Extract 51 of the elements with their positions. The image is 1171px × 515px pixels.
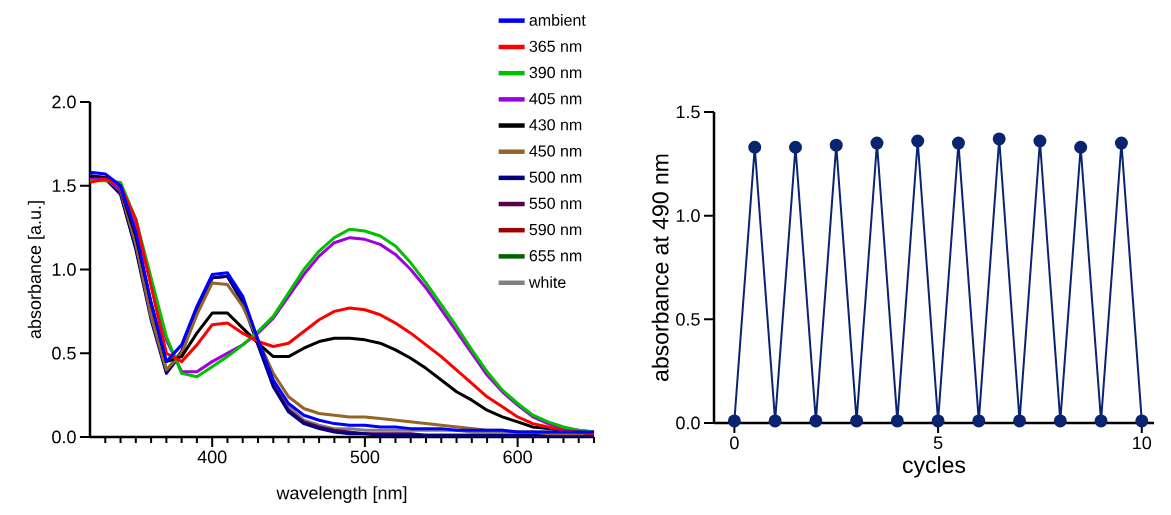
y-tick-label: 1.5 bbox=[676, 105, 700, 119]
x-tick-label: 500 bbox=[350, 450, 380, 464]
legend-label: 365 nm bbox=[529, 40, 582, 52]
point bbox=[1094, 414, 1108, 428]
point bbox=[809, 414, 823, 428]
point bbox=[748, 140, 762, 154]
point bbox=[1135, 414, 1149, 428]
point bbox=[870, 136, 884, 150]
point bbox=[992, 132, 1006, 146]
point bbox=[1053, 414, 1067, 428]
y-tick-label: 0.5 bbox=[676, 312, 700, 326]
y-tick-label: 0.0 bbox=[676, 416, 700, 430]
point bbox=[727, 414, 741, 428]
legend-label: 550 nm bbox=[529, 197, 582, 210]
legend-label: white bbox=[528, 276, 566, 288]
y-tick-label: 2.0 bbox=[52, 95, 76, 109]
legend-label: 450 nm bbox=[529, 145, 582, 157]
point bbox=[972, 414, 986, 428]
x-tick-label: 0 bbox=[730, 436, 739, 450]
y-tick-label: 1.5 bbox=[52, 179, 76, 193]
y-tick-label: 0.0 bbox=[52, 430, 76, 444]
point bbox=[1074, 140, 1088, 154]
y-tick-label: 0.5 bbox=[52, 346, 76, 360]
legend-label: 590 nm bbox=[529, 223, 582, 236]
point bbox=[1033, 134, 1047, 148]
point bbox=[911, 134, 925, 148]
point bbox=[951, 136, 965, 150]
x-axis-title: wavelength [nm] bbox=[276, 486, 407, 503]
point bbox=[1114, 136, 1128, 150]
point bbox=[829, 138, 843, 152]
x-tick-label: 5 bbox=[933, 436, 943, 450]
point bbox=[850, 414, 864, 428]
legend-label: 405 nm bbox=[529, 93, 582, 105]
legend-label: 500 nm bbox=[529, 171, 582, 183]
legend-label: ambient bbox=[529, 14, 586, 26]
point bbox=[931, 414, 945, 428]
legend-label: 430 nm bbox=[529, 119, 582, 131]
legend-label: 390 nm bbox=[529, 66, 582, 79]
y-tick-label: 1.0 bbox=[52, 263, 76, 276]
x-tick-label: 10 bbox=[1133, 436, 1152, 450]
x-tick-label: 400 bbox=[197, 450, 227, 464]
y-axis-title: absorbance [a.u.] bbox=[27, 201, 45, 339]
point bbox=[788, 140, 802, 154]
x-tick-label: 600 bbox=[503, 450, 532, 464]
y-axis-title: absorbance at 490 nm bbox=[651, 154, 669, 381]
x-axis-title: cycles bbox=[903, 456, 966, 478]
legend-label: 655 nm bbox=[529, 250, 582, 262]
point bbox=[890, 414, 904, 428]
point bbox=[1013, 414, 1027, 428]
point bbox=[768, 414, 782, 428]
y-tick-label: 1.0 bbox=[676, 209, 700, 223]
